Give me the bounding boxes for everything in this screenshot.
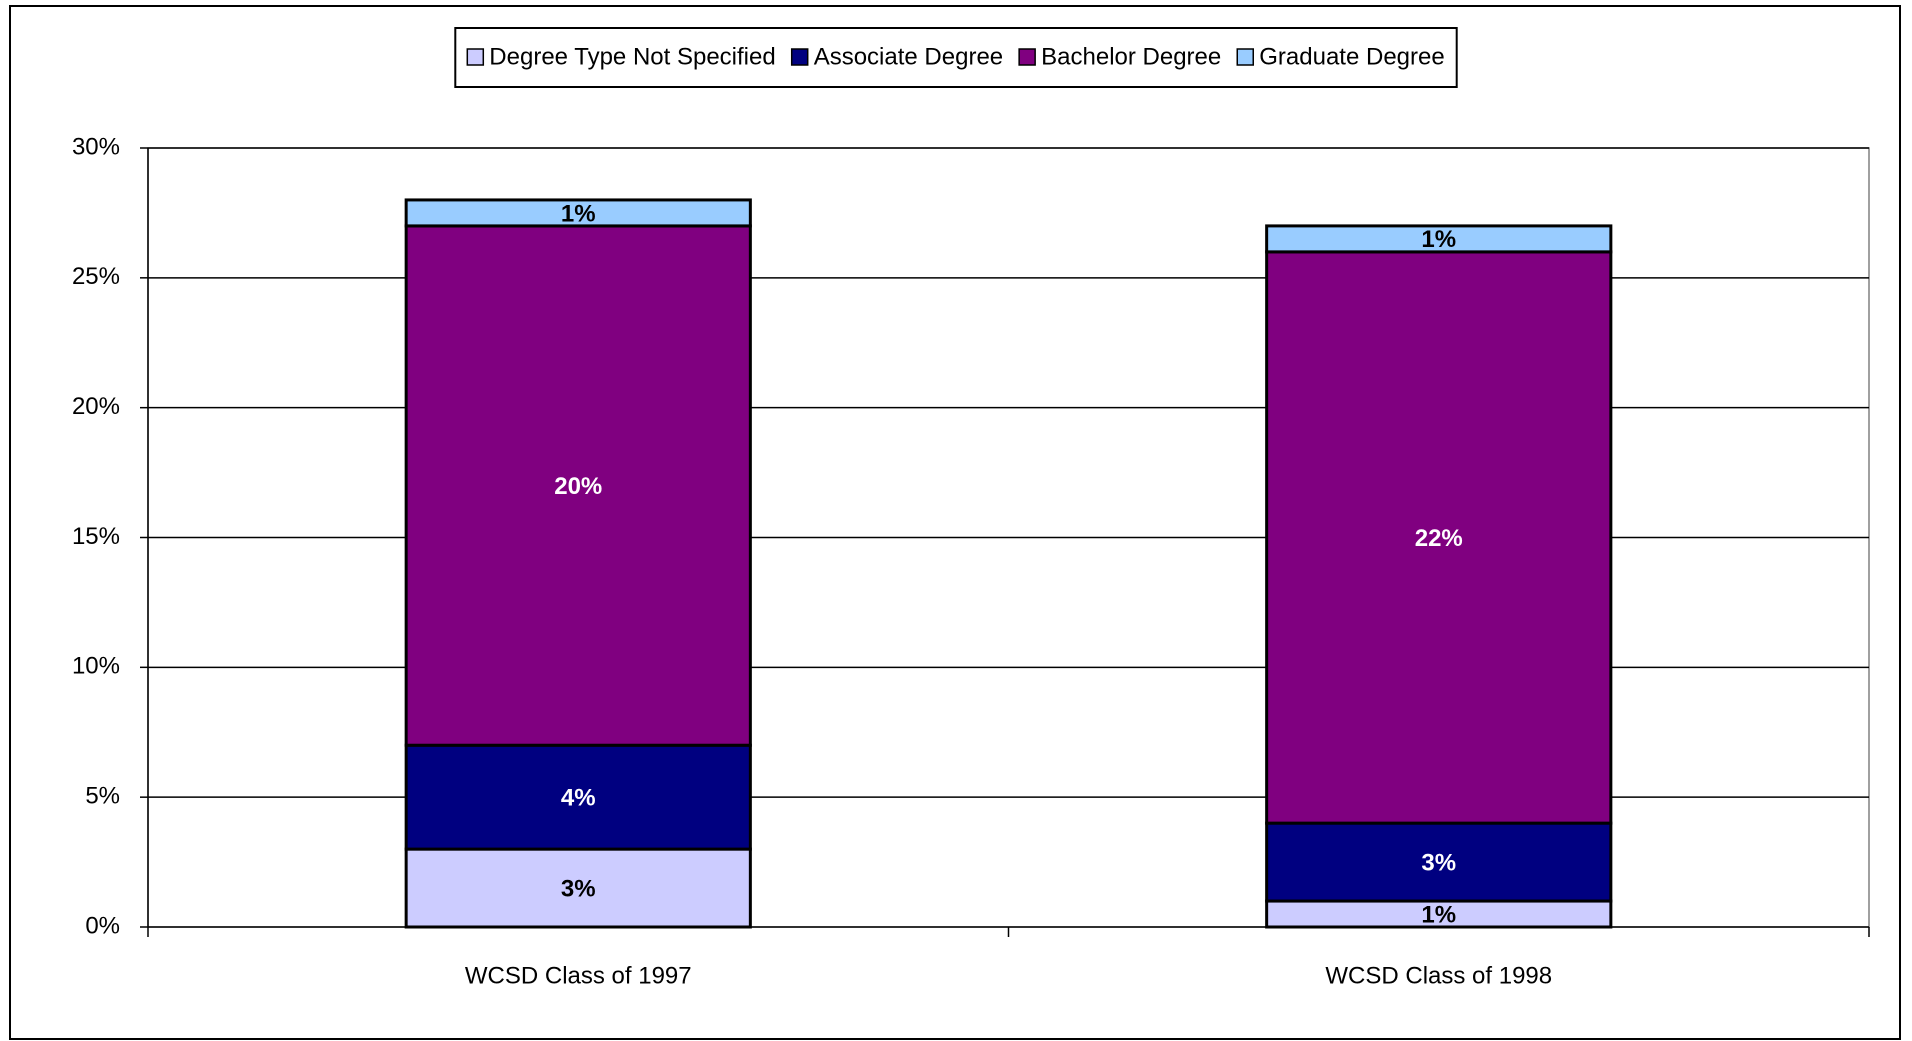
data-label: 1% [1421, 226, 1456, 253]
x-tick-label: WCSD Class of 1997 [465, 962, 692, 989]
legend-swatch [790, 48, 809, 66]
data-label: 1% [561, 200, 596, 227]
data-label: 3% [561, 875, 596, 902]
legend-box [454, 27, 1458, 88]
legend-label: Graduate Degree [1259, 43, 1444, 70]
legend-swatch [466, 48, 485, 66]
legend-swatch [1236, 48, 1254, 66]
bar-segment [404, 198, 752, 228]
legend-swatch [1018, 48, 1036, 66]
data-label: 4% [561, 785, 596, 812]
bar-segment [404, 224, 752, 747]
legend: Degree Type Not Specified Associate Degre… [454, 27, 1458, 88]
y-tick-label: 10% [72, 653, 120, 680]
legend-label: Associate Degree [814, 43, 1003, 70]
y-tick-label: 25% [72, 263, 120, 290]
y-tick-label: 0% [85, 912, 120, 939]
x-tick-label: WCSD Class of 1998 [1325, 962, 1552, 989]
bar-segment [1265, 224, 1613, 254]
y-tick-label: 15% [72, 523, 120, 550]
legend-label: Bachelor Degree [1041, 43, 1221, 70]
legend-label: Degree Type Not Specified [489, 43, 775, 70]
data-label: 22% [1415, 525, 1463, 552]
y-tick-label: 5% [85, 783, 120, 810]
data-label: 20% [554, 473, 602, 500]
bar-segment [1265, 250, 1613, 825]
data-label: 1% [1421, 901, 1456, 928]
bar-segment [404, 743, 752, 851]
bar-segment [1265, 899, 1613, 929]
y-tick-label: 20% [72, 393, 120, 420]
y-tick-label: 30% [72, 133, 120, 160]
data-label: 3% [1421, 849, 1456, 876]
